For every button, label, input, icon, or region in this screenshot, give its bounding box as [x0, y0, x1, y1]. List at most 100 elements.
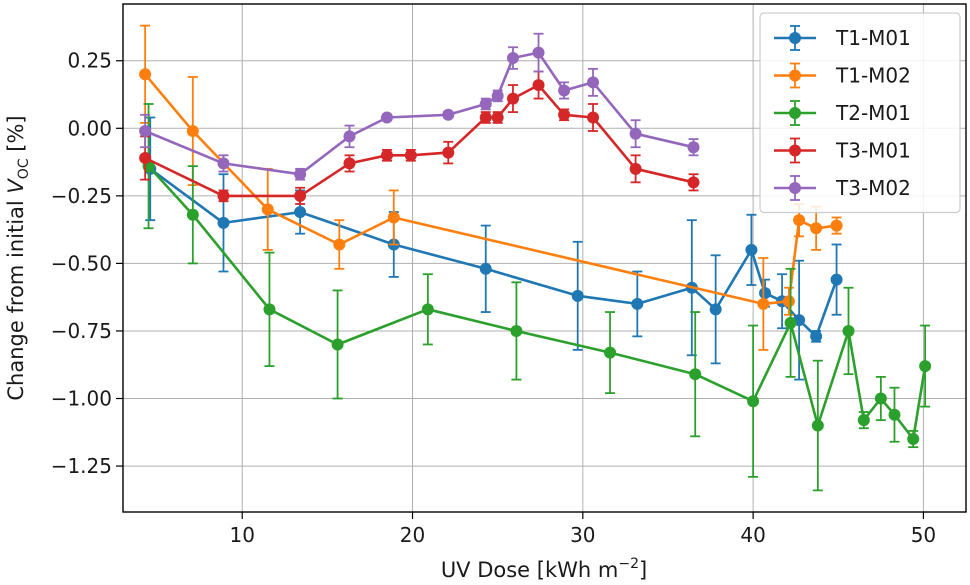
data-point-t2-m01: [263, 303, 276, 316]
data-point-t3-m02: [629, 127, 642, 140]
data-point-t2-m01: [604, 346, 617, 359]
x-tick-label: 50: [911, 523, 936, 547]
x-tick-label: 20: [400, 523, 425, 547]
y-tick-label: −1.00: [51, 387, 112, 411]
data-point-t1-m01: [759, 287, 772, 300]
data-point-t3-m01: [294, 189, 307, 202]
data-point-t1-m01: [294, 206, 307, 219]
data-point-t1-m02: [757, 297, 770, 310]
x-axis-title-main: UV Dose [kWh m: [441, 558, 619, 582]
y-tick-label: −0.50: [51, 251, 112, 275]
data-point-t3-m01: [629, 162, 642, 175]
data-point-t1-m02: [186, 125, 199, 137]
data-point-t2-m01: [747, 395, 760, 408]
data-point-t2-m01: [874, 392, 887, 405]
x-tick-label: 30: [570, 523, 595, 547]
data-point-t3-m01: [491, 111, 504, 124]
data-point-t1-m02: [139, 68, 152, 81]
data-point-t3-m01: [404, 149, 417, 162]
data-point-t3-m02: [343, 130, 356, 143]
legend-swatch-marker-t3-m01: [789, 144, 801, 157]
y-axis-title-var: V: [4, 178, 28, 194]
data-point-t2-m01: [888, 408, 901, 421]
data-point-t3-m01: [380, 149, 393, 162]
series-t3-m02: [139, 32, 700, 181]
data-point-t3-m02: [442, 108, 455, 121]
data-point-t1-m01: [217, 216, 230, 229]
data-point-t2-m01: [857, 414, 870, 427]
legend-label-t1-m02: T1-M02: [835, 64, 911, 88]
data-point-t3-m01: [687, 176, 700, 189]
data-point-t1-m01: [810, 330, 823, 343]
data-point-t1-m01: [571, 289, 584, 302]
x-axis-title: UV Dose [kWh m−2]: [441, 556, 647, 582]
y-axis-title-sub: OC: [16, 158, 32, 179]
data-point-t2-m01: [842, 324, 855, 337]
data-point-t2-m01: [811, 419, 824, 432]
data-point-t1-m01: [745, 243, 758, 256]
legend-label-t1-m01: T1-M01: [835, 26, 911, 50]
x-tick-label: 40: [740, 523, 765, 547]
y-tick-label: −1.25: [51, 454, 112, 478]
data-point-t3-m01: [587, 111, 600, 124]
data-point-t3-m02: [558, 84, 571, 97]
data-point-t2-m01: [186, 208, 199, 221]
data-point-t2-m01: [907, 433, 920, 446]
legend: T1-M01 T1-M02 T2-M01 T3-M01 T3-M02: [759, 12, 961, 214]
data-point-t3-m02: [294, 168, 307, 181]
data-point-t3-m01: [442, 146, 455, 159]
data-point-t3-m02: [380, 111, 393, 124]
data-point-t3-m02: [217, 157, 230, 170]
data-point-t2-m01: [331, 338, 344, 351]
legend-swatch-marker-t3-m02: [789, 182, 801, 194]
series-t2-m01: [142, 103, 932, 492]
series-t1-m02: [139, 24, 843, 351]
data-point-t3-m01: [479, 111, 492, 124]
data-point-t2-m01: [919, 360, 932, 373]
plot-frame: [122, 3, 967, 513]
data-point-t3-m01: [139, 152, 152, 165]
y-tick-label: 0.25: [67, 49, 112, 73]
data-point-t3-m01: [506, 92, 519, 105]
data-point-t3-m01: [558, 108, 571, 121]
x-axis-title-end: ]: [639, 558, 647, 582]
data-point-t3-m01: [217, 189, 230, 202]
series-line-t1-m02: [144, 73, 837, 306]
data-point-t1-m01: [479, 262, 492, 275]
legend-swatch-marker-t1-m02: [789, 69, 801, 82]
x-axis-title-sup: −2: [618, 556, 639, 572]
legend-label-t3-m02: T3-M02: [835, 176, 911, 200]
data-point-t1-m02: [261, 203, 274, 216]
data-point-t3-m02: [479, 97, 492, 110]
y-axis-title: Change from initial VOC [%]: [4, 115, 32, 400]
data-point-t1-m02: [782, 295, 795, 308]
data-point-t1-m02: [793, 214, 806, 227]
data-point-t3-m01: [343, 157, 356, 170]
y-tick-label: −0.75: [51, 319, 112, 343]
y-axis-title-post: [%]: [4, 115, 28, 158]
data-point-t3-m02: [491, 89, 504, 102]
ticks: 10 20 30 40 50 0.25 0.00 −0.25 −0.50 −0.75 −1.00 −1…: [51, 49, 936, 547]
data-point-t3-m02: [532, 46, 545, 59]
data-point-t1-m02: [810, 222, 823, 235]
data-point-t1-m01: [631, 297, 644, 310]
legend-label-t3-m01: T3-M01: [835, 139, 911, 163]
series-group: [139, 24, 932, 492]
data-point-t3-m02: [587, 76, 600, 89]
data-point-t2-m01: [421, 303, 434, 316]
legend-swatch-marker-t2-m01: [789, 107, 801, 119]
x-tick-label: 10: [229, 523, 254, 547]
legend-box: [759, 12, 961, 214]
data-point-t1-m02: [830, 219, 843, 232]
data-point-t2-m01: [784, 316, 797, 329]
data-point-t1-m02: [333, 238, 346, 251]
data-point-t2-m01: [510, 324, 523, 337]
data-point-t3-m02: [687, 141, 700, 154]
data-point-t1-m01: [830, 273, 843, 286]
y-tick-label: 0.00: [67, 116, 112, 140]
data-point-t3-m02: [139, 125, 152, 137]
data-point-t3-m02: [506, 52, 519, 65]
data-point-t1-m02: [387, 211, 400, 224]
y-tick-label: −0.25: [51, 184, 112, 208]
